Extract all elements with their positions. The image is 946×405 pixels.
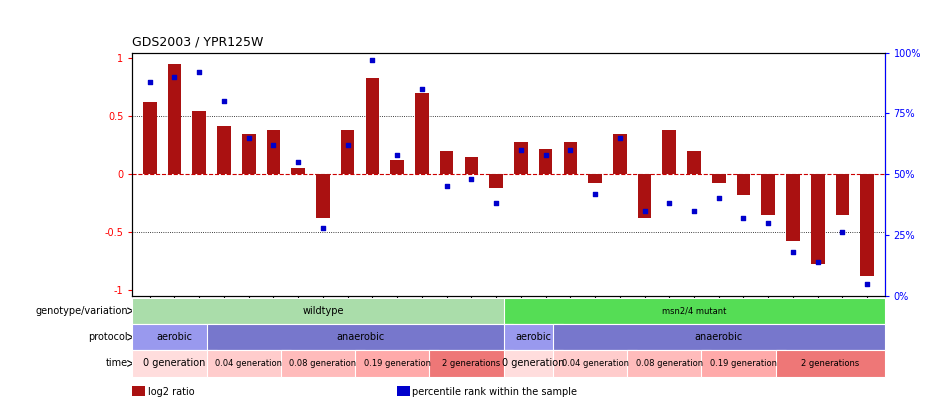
Point (637, 207, 652, 214)
Bar (192, 111, 206, 174)
Point (835, 229, 850, 236)
Point (266, 142, 281, 148)
Text: GDS2003 / YPR125W: GDS2003 / YPR125W (132, 36, 264, 49)
Bar (489, 174, 503, 188)
Point (514, 147, 529, 153)
Bar (835, 174, 850, 215)
Point (661, 200, 676, 207)
Bar (861, 174, 874, 276)
Point (810, 258, 825, 265)
Point (587, 190, 603, 197)
Text: protocol: protocol (88, 332, 128, 342)
Text: anaerobic: anaerobic (336, 332, 384, 342)
Point (142, 79, 157, 85)
Point (860, 280, 875, 287)
Text: aerobic: aerobic (156, 332, 192, 342)
Bar (218, 126, 231, 174)
Point (761, 220, 776, 226)
Text: aerobic: aerobic (516, 332, 552, 342)
Point (217, 98, 232, 104)
Bar (415, 93, 429, 174)
Text: 0.08 generation: 0.08 generation (289, 359, 357, 368)
Bar (613, 134, 626, 174)
Point (192, 69, 207, 75)
Bar (514, 142, 528, 174)
Bar (167, 64, 182, 174)
Bar (539, 149, 552, 174)
Point (290, 159, 306, 165)
Bar (242, 134, 255, 174)
Text: 2 generations: 2 generations (442, 359, 500, 368)
Text: msn2/4 mutant: msn2/4 mutant (662, 306, 727, 315)
Text: anaerobic: anaerobic (694, 332, 743, 342)
Text: 2 generations: 2 generations (801, 359, 859, 368)
Text: 0.04 generation: 0.04 generation (562, 359, 628, 368)
Bar (737, 174, 750, 195)
Bar (662, 130, 676, 174)
Bar (464, 157, 478, 174)
Text: 0.19 generation: 0.19 generation (710, 359, 777, 368)
Bar (564, 142, 577, 174)
Bar (316, 174, 330, 218)
Text: 0 generation: 0 generation (143, 358, 205, 369)
Point (341, 142, 356, 148)
Point (563, 147, 578, 153)
Text: percentile rank within the sample: percentile rank within the sample (412, 387, 577, 396)
Text: wildtype: wildtype (302, 306, 343, 316)
Bar (440, 151, 453, 174)
Point (687, 207, 702, 214)
Text: time: time (106, 358, 128, 369)
Bar (687, 151, 701, 174)
Text: 0.08 generation: 0.08 generation (636, 359, 703, 368)
Bar (638, 174, 652, 218)
Text: 0 generation: 0 generation (502, 358, 565, 369)
Bar (143, 102, 156, 174)
Point (488, 200, 503, 207)
Text: 0.19 generation: 0.19 generation (363, 359, 430, 368)
Bar (712, 174, 726, 183)
Point (315, 224, 330, 231)
Bar (365, 78, 379, 174)
Point (711, 195, 727, 202)
Point (736, 215, 751, 221)
Bar (762, 174, 775, 215)
Point (166, 74, 182, 80)
Bar (341, 130, 355, 174)
Bar (811, 174, 825, 264)
Bar (391, 160, 404, 174)
Point (241, 134, 256, 141)
Point (390, 151, 405, 158)
Bar (267, 130, 280, 174)
Point (612, 134, 627, 141)
Point (538, 151, 553, 158)
Point (414, 86, 429, 92)
Point (785, 249, 800, 255)
Text: 0.04 generation: 0.04 generation (215, 359, 282, 368)
Point (365, 57, 380, 63)
Bar (786, 174, 799, 241)
Text: genotype/variation: genotype/variation (35, 306, 128, 316)
Point (439, 183, 454, 190)
Point (464, 176, 479, 182)
Text: log2 ratio: log2 ratio (148, 387, 194, 396)
Bar (291, 168, 305, 174)
Bar (588, 174, 602, 183)
